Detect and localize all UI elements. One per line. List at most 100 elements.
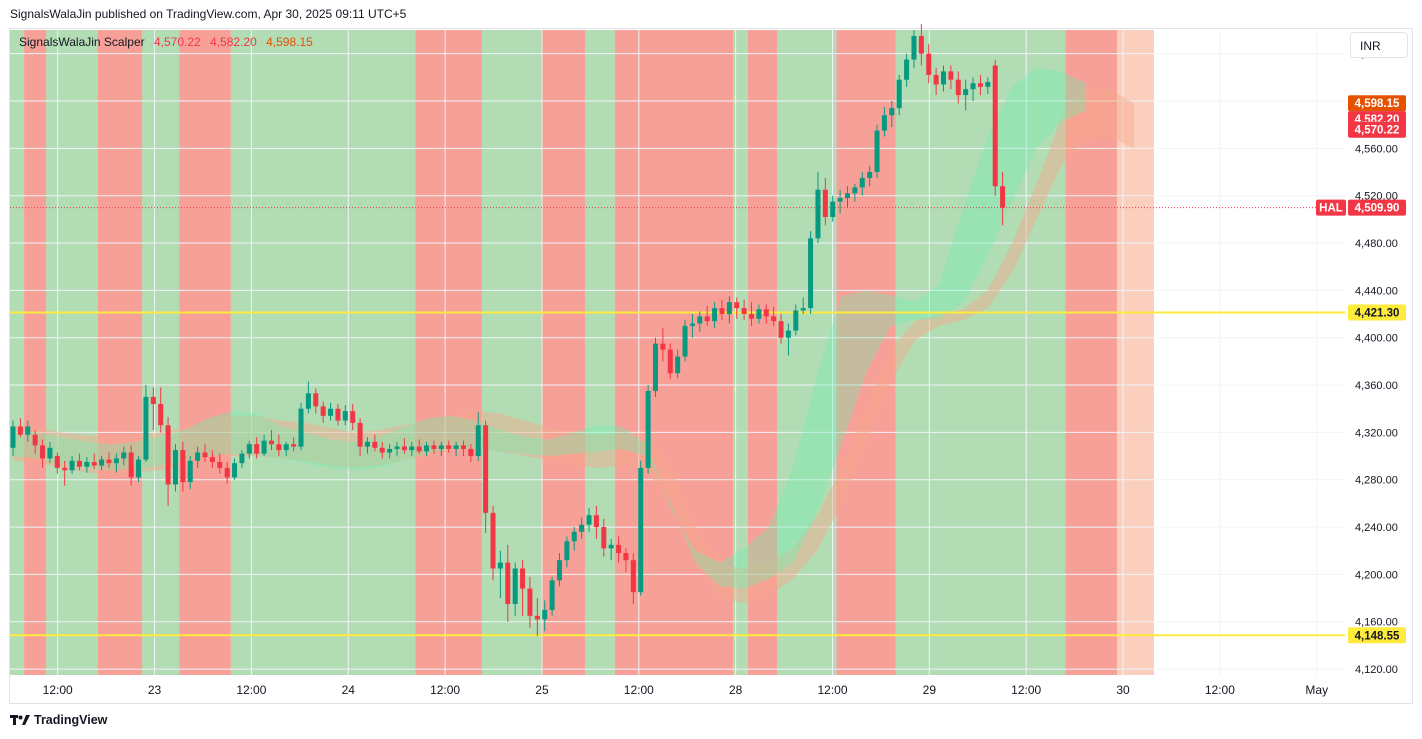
indicator-name: SignalsWalaJin Scalper xyxy=(19,35,145,49)
candle-body xyxy=(490,512,496,569)
candle-body xyxy=(660,343,666,350)
y-tick-label: 4,120.00 xyxy=(1355,664,1398,676)
level-tag-0-box xyxy=(1348,304,1406,321)
candle-body xyxy=(852,187,858,194)
candle-118 xyxy=(881,106,887,137)
chart-frame[interactable] xyxy=(9,28,1413,704)
candle-body xyxy=(726,302,732,315)
candle-51 xyxy=(387,444,393,459)
signal-zone-1 xyxy=(24,30,47,675)
candle-103 xyxy=(771,306,777,326)
candle-body xyxy=(616,544,622,554)
candle-126 xyxy=(941,65,947,92)
candle-8 xyxy=(69,456,75,474)
x-tick-label: May xyxy=(1305,683,1328,697)
candle-117 xyxy=(874,124,880,178)
candle-11 xyxy=(91,453,97,470)
candle-body xyxy=(431,445,437,449)
price-tag-layer: 4,421.304,148.554,598.154,582.204,570.22… xyxy=(1316,95,1406,644)
candle-39 xyxy=(298,402,304,451)
candle-body xyxy=(992,65,998,187)
candle-body xyxy=(209,457,215,462)
candle-body xyxy=(283,444,289,451)
candle-10 xyxy=(84,457,90,473)
candle-body xyxy=(483,425,489,513)
candle-131 xyxy=(977,74,983,96)
candle-80 xyxy=(601,518,607,557)
candle-26 xyxy=(202,444,208,462)
candle-81 xyxy=(608,538,614,561)
candle-7 xyxy=(62,460,68,486)
x-tick-label: 23 xyxy=(148,683,162,697)
candle-82 xyxy=(616,536,622,563)
candle-38 xyxy=(291,437,297,452)
candle-body xyxy=(313,393,319,407)
signal-zone-9 xyxy=(541,30,586,675)
candle-body xyxy=(645,390,651,468)
candle-127 xyxy=(948,65,954,90)
candle-body xyxy=(69,460,75,471)
indicator-tag-0-text: 4,598.15 xyxy=(1355,98,1400,110)
candle-body xyxy=(874,130,880,173)
currency-button[interactable]: INR xyxy=(1350,32,1408,58)
candle-body xyxy=(859,177,865,188)
x-tick-label: 25 xyxy=(535,683,549,697)
y-tick-label: 4,240.00 xyxy=(1355,522,1398,534)
legend-value-1: 4,570.22 xyxy=(153,35,201,49)
indicator-legend[interactable]: SignalsWalaJin Scalper 4,570.22 4,582.20… xyxy=(19,35,319,49)
candle-74 xyxy=(556,553,562,587)
candle-90 xyxy=(675,349,681,378)
candle-6 xyxy=(54,452,60,474)
tradingview-brand[interactable]: TradingView xyxy=(10,713,107,727)
candle-body xyxy=(62,467,68,471)
candle-body xyxy=(682,325,688,357)
candle-body xyxy=(17,426,23,435)
x-tick-label: 29 xyxy=(923,683,937,697)
candle-56 xyxy=(424,441,430,457)
candle-body xyxy=(904,59,910,80)
candle-body xyxy=(534,615,540,620)
x-tick-label: 12:00 xyxy=(236,683,266,697)
candle-104 xyxy=(778,314,784,344)
candle-110 xyxy=(822,177,828,226)
candle-body xyxy=(763,309,769,317)
candle-body xyxy=(276,444,282,451)
candle-body xyxy=(638,467,644,593)
candle-52 xyxy=(394,441,400,457)
candle-body xyxy=(217,461,223,468)
x-tick-label: 24 xyxy=(342,683,356,697)
candle-body xyxy=(608,544,614,549)
candle-body xyxy=(948,71,954,80)
candle-29 xyxy=(224,461,230,484)
candle-body xyxy=(320,406,326,416)
candle-101 xyxy=(756,304,762,324)
candle-64 xyxy=(483,420,489,533)
candle-body xyxy=(76,460,82,467)
candle-body xyxy=(195,452,201,461)
candle-121 xyxy=(904,53,910,87)
candle-43 xyxy=(328,402,334,421)
candle-31 xyxy=(239,450,245,468)
candle-body xyxy=(379,447,385,453)
candle-107 xyxy=(800,297,806,315)
candle-115 xyxy=(859,172,865,196)
candle-body xyxy=(549,580,555,610)
candle-body xyxy=(143,396,149,460)
candle-20 xyxy=(158,387,164,433)
candle-79 xyxy=(593,505,599,539)
candle-body xyxy=(815,189,821,239)
candle-68 xyxy=(512,562,518,616)
candle-body xyxy=(254,444,260,454)
signal-zone-7 xyxy=(415,30,482,675)
grid-layer xyxy=(10,30,1345,675)
candle-132 xyxy=(985,77,991,94)
candle-body xyxy=(941,71,947,85)
candle-97 xyxy=(726,296,732,324)
candle-body xyxy=(268,440,274,445)
x-tick-label: 12:00 xyxy=(430,683,460,697)
candle-body xyxy=(261,440,267,454)
candle-body xyxy=(918,35,924,54)
candle-16 xyxy=(128,445,134,486)
candle-28 xyxy=(217,453,223,474)
